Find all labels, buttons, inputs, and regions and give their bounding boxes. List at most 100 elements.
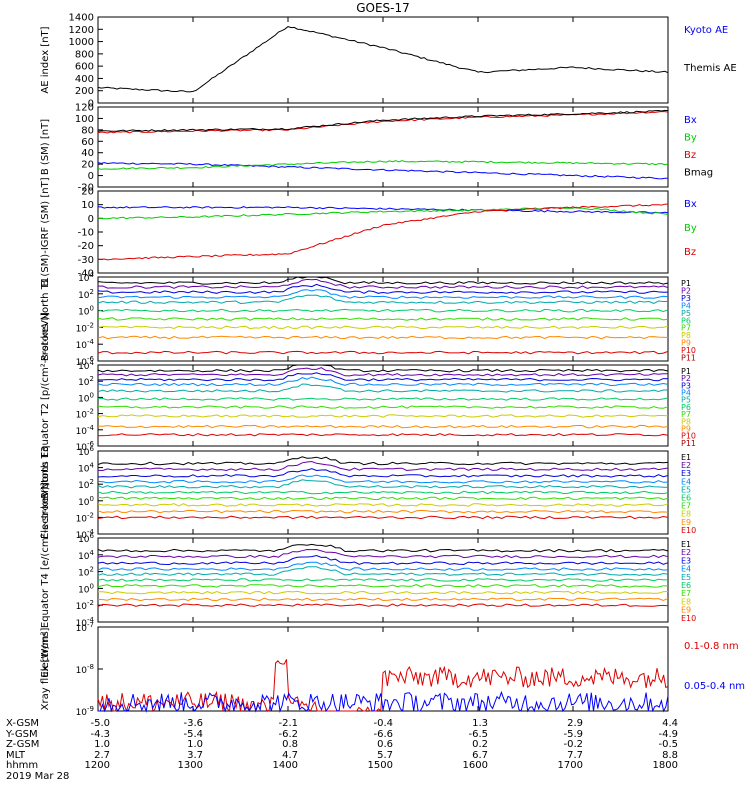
footer-value: -5.9 bbox=[563, 729, 583, 740]
footer-value: 1400 bbox=[273, 760, 298, 771]
footer-value: -5.0 bbox=[90, 718, 110, 729]
channel-label-p8: P8 bbox=[681, 331, 691, 340]
channel-line-e4 bbox=[97, 561, 669, 571]
channel-line-p4 bbox=[97, 289, 669, 299]
y-tick-exponent: 6 bbox=[90, 532, 95, 540]
footer-value: 7.7 bbox=[567, 750, 583, 761]
channel-label-p2: P2 bbox=[681, 286, 691, 295]
series-line-by bbox=[97, 160, 669, 170]
footer-value: -0.4 bbox=[373, 718, 393, 729]
series-line-bmag bbox=[97, 109, 669, 132]
y-tick-label: 40 bbox=[81, 148, 94, 159]
legend-kyoto-ae: Kyoto AE bbox=[684, 25, 728, 36]
footer-value: -4.9 bbox=[658, 729, 678, 740]
footer-value: 0.6 bbox=[377, 739, 393, 750]
channel-label-e1: E1 bbox=[681, 540, 691, 549]
y-tick-label: 0 bbox=[88, 214, 94, 225]
footer-value: -5.4 bbox=[183, 729, 203, 740]
y-tick-exponent: 4 bbox=[90, 359, 95, 367]
channel-line-e2 bbox=[97, 548, 669, 559]
y-tick-label: 102 bbox=[78, 478, 94, 491]
channel-line-e6 bbox=[97, 578, 668, 582]
y-tick-label: 1200 bbox=[69, 25, 94, 36]
channel-label-p3: P3 bbox=[681, 381, 691, 390]
channel-line-e5 bbox=[97, 566, 669, 576]
channel-label-e3: E3 bbox=[681, 469, 691, 478]
footer-value: -4.3 bbox=[90, 729, 110, 740]
channel-label-p10: P10 bbox=[681, 346, 696, 355]
y-tick-label: -20 bbox=[78, 183, 94, 194]
footer-value: 2.7 bbox=[94, 750, 110, 761]
channel-line-e7 bbox=[97, 496, 669, 501]
channel-label-p1: P1 bbox=[681, 279, 691, 288]
y-tick-exponent: 4 bbox=[90, 462, 95, 470]
channel-line-p7 bbox=[97, 317, 669, 321]
y-tick-exponent: -2 bbox=[87, 599, 94, 607]
y-tick-label: 104 bbox=[78, 462, 94, 475]
y-tick-exponent: -2 bbox=[87, 408, 94, 416]
footer-date: 2019 Mar 28 bbox=[6, 771, 69, 782]
channel-label-e10: E10 bbox=[681, 526, 696, 535]
y-tick-label: 100 bbox=[78, 495, 94, 508]
y-tick-label: 80 bbox=[81, 125, 94, 136]
y-tick-label: 100 bbox=[78, 582, 94, 595]
y-tick-label: 10-4 bbox=[76, 424, 95, 437]
series-line-themis-ae bbox=[97, 26, 669, 93]
y-tick-label: 0 bbox=[88, 171, 94, 182]
channel-label-p3: P3 bbox=[681, 294, 691, 303]
channel-label-e7: E7 bbox=[681, 502, 691, 511]
footer-value: -2.1 bbox=[278, 718, 298, 729]
channel-line-p10 bbox=[97, 432, 669, 437]
footer-value: 8.8 bbox=[662, 750, 678, 761]
y-axis-label: Electrons North T3 bbox=[40, 446, 51, 539]
channel-label-p4: P4 bbox=[681, 389, 691, 398]
y-tick-label: 20 bbox=[81, 187, 94, 198]
channel-label-e4: E4 bbox=[681, 565, 691, 574]
footer-value: 4.4 bbox=[662, 718, 678, 729]
channel-label-e9: E9 bbox=[681, 606, 691, 615]
footer-value: 1700 bbox=[558, 760, 583, 771]
y-tick-label: 102 bbox=[78, 566, 94, 579]
channel-line-p9 bbox=[97, 424, 669, 429]
y-tick-exponent: -2 bbox=[87, 321, 94, 329]
y-tick-label: 120 bbox=[75, 103, 94, 114]
y-tick-label: 60 bbox=[81, 137, 94, 148]
y-tick-label: 10-2 bbox=[76, 511, 94, 524]
channel-line-e9 bbox=[97, 509, 669, 514]
channel-line-e10 bbox=[97, 515, 669, 520]
y-tick-exponent: -4 bbox=[87, 616, 95, 624]
y-tick-label: 1400 bbox=[69, 13, 94, 24]
y-tick-exponent: 4 bbox=[90, 271, 95, 279]
y-tick-exponent: -4 bbox=[87, 338, 95, 346]
y-tick-label: 100 bbox=[78, 391, 94, 404]
footer-value: 1.0 bbox=[187, 739, 203, 750]
y-tick-exponent: -2 bbox=[87, 511, 94, 519]
y-tick-label: 10-2 bbox=[76, 408, 94, 421]
footer-value: 0.2 bbox=[472, 739, 488, 750]
y-tick-label: 102 bbox=[78, 375, 94, 388]
channel-label-e10: E10 bbox=[681, 614, 696, 623]
y-tick-label: 10-8 bbox=[76, 663, 94, 676]
y-tick-label: -40 bbox=[78, 269, 94, 280]
channel-label-e5: E5 bbox=[681, 485, 691, 494]
series-line-by bbox=[97, 206, 669, 220]
footer-row-label: Y-GSM bbox=[5, 729, 38, 740]
channel-line-p7 bbox=[97, 405, 669, 409]
channel-label-e9: E9 bbox=[681, 518, 691, 527]
channel-line-e5 bbox=[97, 479, 669, 489]
channel-label-p11: P11 bbox=[681, 354, 696, 363]
footer-row-label: hhmm bbox=[6, 760, 38, 771]
channel-line-p4 bbox=[97, 376, 669, 387]
footer-value: 0.8 bbox=[282, 739, 298, 750]
footer-value: 1.0 bbox=[94, 739, 110, 750]
y-tick-label: 10 bbox=[81, 200, 94, 211]
footer-row-label: MLT bbox=[6, 750, 26, 761]
series-line-bx bbox=[97, 162, 669, 180]
footer-value: -6.6 bbox=[373, 729, 393, 740]
y-tick-label: 600 bbox=[75, 62, 94, 73]
y-axis-label: Protons Equator T2 [p/(cm²-s-sr-keV)] bbox=[40, 312, 51, 499]
legend-themis-ae: Themis AE bbox=[683, 63, 737, 74]
channel-label-p10: P10 bbox=[681, 432, 696, 441]
